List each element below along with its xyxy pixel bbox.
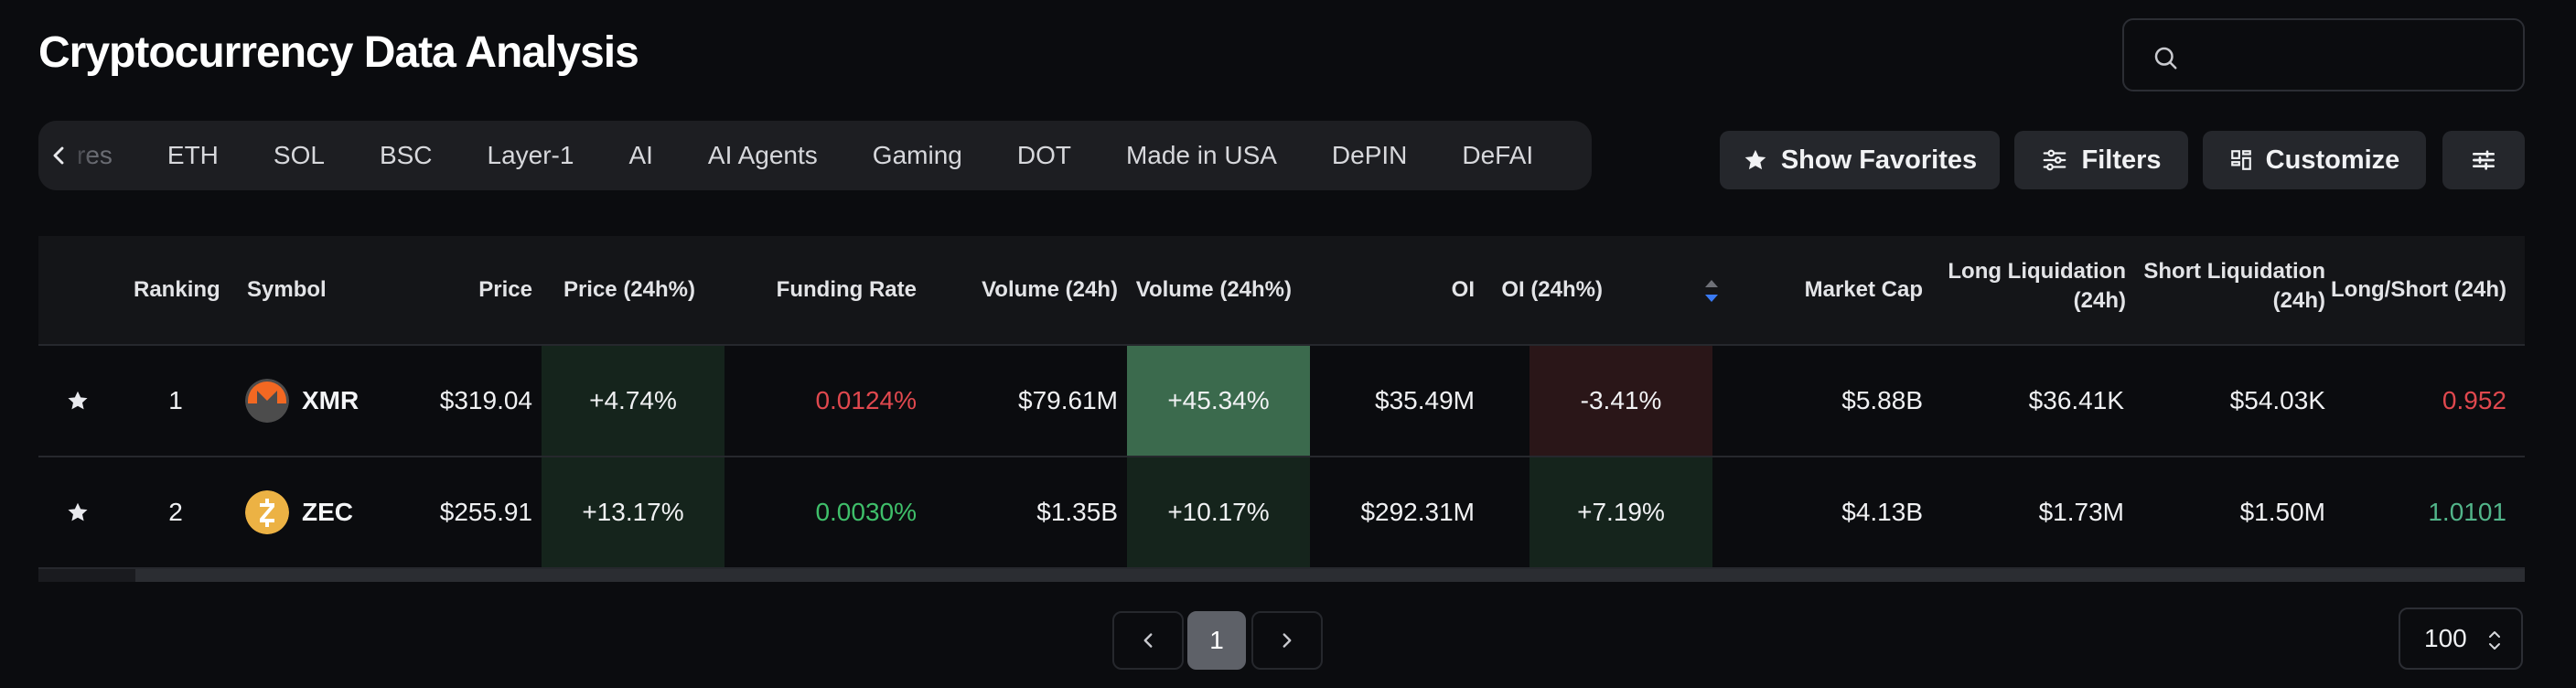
header-long-liquidation[interactable]: Long Liquidation (24h) xyxy=(1923,257,2126,316)
grid-icon xyxy=(2230,150,2251,170)
tab-layer-1[interactable]: Layer-1 xyxy=(487,141,574,169)
funding-rate-cell: 0.0030% xyxy=(815,498,917,526)
scrollbar-thumb[interactable] xyxy=(38,569,135,582)
long-short-cell: 1.0101 xyxy=(2428,498,2506,526)
volume-cell: $79.61M xyxy=(1018,386,1118,414)
tab-ai-agents[interactable]: AI Agents xyxy=(707,141,818,169)
horizontal-scrollbar[interactable] xyxy=(38,569,2525,582)
tab-ai[interactable]: AI xyxy=(628,141,653,169)
long-short-cell: 0.952 xyxy=(2442,386,2506,414)
long-liquidation-cell: $1.73M xyxy=(2038,498,2124,526)
show-favorites-label: Show Favorites xyxy=(1780,145,1978,175)
long-liquidation-cell: $36.41K xyxy=(2028,386,2124,414)
header-ranking[interactable]: Ranking xyxy=(134,277,220,302)
show-favorites-button[interactable]: Show Favorites xyxy=(1720,131,2000,189)
chevron-left-icon xyxy=(1143,633,1153,648)
category-tabs: res ETH SOL BSC Layer-1 AI AI Agents Gam… xyxy=(38,121,1592,190)
symbol-label: XMR xyxy=(302,386,360,414)
search-input[interactable] xyxy=(2190,29,2501,82)
star-icon xyxy=(1744,149,1766,170)
tab-defai[interactable]: DeFAI xyxy=(1462,141,1534,169)
sliders-icon xyxy=(2044,149,2066,171)
header-symbol[interactable]: Symbol xyxy=(247,277,327,302)
volume-cell: $1.35B xyxy=(1036,498,1118,526)
rank-cell: 2 xyxy=(168,498,183,526)
page-size-value: 100 xyxy=(2424,624,2467,652)
oi-change-cell: +7.19% xyxy=(1530,457,1712,567)
table-row[interactable]: 1 XMR $319.04 +4.74% 0.0124% $79.61M +45… xyxy=(38,346,2525,457)
header-long-liquidation-line2: (24h) xyxy=(2073,288,2126,313)
header-price[interactable]: Price xyxy=(478,277,532,302)
short-liquidation-cell: $1.50M xyxy=(2239,498,2325,526)
settings-sliders-icon xyxy=(2473,150,2495,170)
header-volume-change[interactable]: Volume (24h%) xyxy=(1135,277,1292,302)
search-icon xyxy=(2154,47,2177,70)
header-market-cap[interactable]: Market Cap xyxy=(1804,277,1923,302)
filters-button[interactable]: Filters xyxy=(2014,131,2188,189)
price-cell: $255.91 xyxy=(439,498,532,526)
table-header: Ranking Symbol Price Price (24h%) Fundin… xyxy=(38,236,2525,346)
volume-change-cell: +10.17% xyxy=(1127,457,1310,567)
sort-icon[interactable] xyxy=(1701,276,1722,306)
price-cell: $319.04 xyxy=(439,386,532,414)
header-short-liquidation-line1: Short Liquidation xyxy=(2143,259,2325,284)
chevron-right-icon xyxy=(1283,633,1292,648)
prev-page-button[interactable] xyxy=(1112,611,1184,670)
favorite-star-icon[interactable] xyxy=(38,346,117,456)
header-price-change[interactable]: Price (24h%) xyxy=(563,277,695,302)
header-funding-rate[interactable]: Funding Rate xyxy=(776,277,917,302)
header-short-liquidation-line2: (24h) xyxy=(2272,288,2325,313)
header-oi-change[interactable]: OI (24h%) xyxy=(1501,277,1603,302)
short-liquidation-cell: $54.03K xyxy=(2229,386,2325,414)
zec-coin-icon xyxy=(245,490,289,534)
search-box[interactable] xyxy=(2122,18,2525,91)
favorite-star-icon[interactable] xyxy=(38,457,117,567)
tab-dot[interactable]: DOT xyxy=(1016,141,1071,169)
chevron-left-icon[interactable] xyxy=(44,141,73,170)
oi-cell: $292.31M xyxy=(1360,498,1475,526)
tab-eth[interactable]: ETH xyxy=(166,141,219,169)
symbol-label: ZEC xyxy=(302,498,353,526)
header-oi[interactable]: OI xyxy=(1451,277,1475,302)
tabs-fade xyxy=(38,121,93,190)
tab-gaming[interactable]: Gaming xyxy=(872,141,962,169)
volume-change-cell: +45.34% xyxy=(1127,346,1310,456)
market-cap-cell: $4.13B xyxy=(1841,498,1923,526)
tab-bsc[interactable]: BSC xyxy=(379,141,433,169)
header-short-liquidation[interactable]: Short Liquidation (24h) xyxy=(2124,257,2325,316)
price-change-cell: +13.17% xyxy=(542,457,724,567)
price-change-cell: +4.74% xyxy=(542,346,724,456)
header-long-liquidation-line1: Long Liquidation xyxy=(1948,259,2126,284)
settings-button[interactable] xyxy=(2442,131,2525,189)
filters-label: Filters xyxy=(2081,145,2162,175)
rank-cell: 1 xyxy=(168,386,183,414)
table-row[interactable]: 2 ZEC $255.91 +13.17% 0.0030% $1.35B +10… xyxy=(38,457,2525,569)
page-button-current[interactable]: 1 xyxy=(1187,611,1246,670)
page-size-select[interactable]: 100 xyxy=(2399,607,2523,670)
header-long-short[interactable]: Long/Short (24h) xyxy=(2331,277,2506,302)
tab-depin[interactable]: DePIN xyxy=(1331,141,1408,169)
tab-sol[interactable]: SOL xyxy=(273,141,325,169)
oi-cell: $35.49M xyxy=(1375,386,1475,414)
updown-chevron-icon xyxy=(2489,631,2500,650)
funding-rate-cell: 0.0124% xyxy=(815,386,917,414)
tab-made-in-usa[interactable]: Made in USA xyxy=(1125,141,1277,169)
xmr-coin-icon xyxy=(245,379,289,423)
customize-label: Customize xyxy=(2265,145,2400,175)
header-volume[interactable]: Volume (24h) xyxy=(982,277,1118,302)
page-title: Cryptocurrency Data Analysis xyxy=(38,28,639,77)
customize-button[interactable]: Customize xyxy=(2203,131,2426,189)
data-table: Ranking Symbol Price Price (24h%) Fundin… xyxy=(38,236,2525,584)
symbol-cell[interactable]: ZEC xyxy=(245,457,410,567)
market-cap-cell: $5.88B xyxy=(1841,386,1923,414)
next-page-button[interactable] xyxy=(1251,611,1323,670)
symbol-cell[interactable]: XMR xyxy=(245,346,410,456)
oi-change-cell: -3.41% xyxy=(1530,346,1712,456)
